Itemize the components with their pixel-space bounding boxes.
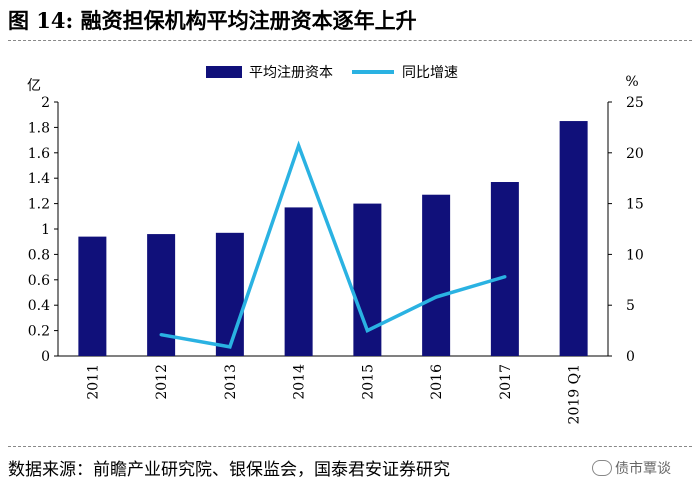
bar-2016: [422, 194, 451, 356]
right-axis-tick-label: 0: [626, 349, 635, 365]
bar-2011: [78, 236, 107, 356]
growth-rate-point-2016: [434, 295, 438, 299]
left-axis-tick-label: 1.4: [28, 171, 50, 187]
bar-2013: [215, 232, 244, 356]
bar-2019-Q1: [559, 121, 588, 356]
right-axis-tick-label: 25: [626, 95, 644, 111]
left-axis-tick-label: 0.8: [28, 247, 50, 263]
left-axis-tick-label: 1.6: [28, 146, 50, 162]
wechat-icon: [592, 460, 612, 476]
title-divider: [8, 40, 692, 41]
growth-rate-point-2012: [159, 333, 163, 337]
left-axis-tick-label: 1.2: [28, 197, 50, 213]
bar-2015: [353, 203, 382, 356]
x-axis-category-label: 2016: [429, 364, 445, 400]
x-axis-category-label: 2014: [292, 364, 308, 400]
left-axis-unit: 亿: [27, 78, 41, 94]
x-axis-category-label: 2015: [360, 364, 376, 400]
watermark: 债市覃谈: [592, 455, 671, 483]
left-axis-tick-label: 1.8: [28, 120, 50, 136]
right-axis-unit: %: [625, 74, 638, 90]
source-divider: [8, 446, 692, 447]
left-axis-tick-label: 1: [41, 222, 50, 238]
source-note: 数据来源：前瞻产业研究院、银保监会，国泰君安证券研究: [8, 460, 450, 480]
left-axis-tick-label: 0.6: [28, 273, 50, 289]
right-axis-tick-label: 5: [626, 298, 635, 314]
chart: 0 0.2 0.4 0.6 0.8 1 1.2 1.4 1.6 1.8 2亿 0 5 10 15 20 25% 2…: [27, 65, 644, 424]
figure-title: 图 14: 融资担保机构平均注册资本逐年上升: [8, 8, 417, 33]
growth-rate-point-2017: [503, 275, 507, 279]
left-axis-tick-label: 0.4: [28, 298, 50, 314]
left-axis-tick-label: 0: [41, 349, 50, 365]
right-axis-tick-label: 10: [626, 247, 644, 263]
bar-2017: [490, 182, 519, 356]
x-axis-category-label: 2012: [154, 364, 170, 400]
growth-rate-line: [160, 140, 506, 349]
legend-bar-label: 平均注册资本: [249, 65, 333, 81]
legend-bar-swatch: [206, 66, 242, 78]
legend-line-label: 同比增速: [402, 65, 458, 81]
bar-2014: [284, 207, 313, 356]
left-axis-tick-label: 2: [41, 95, 50, 111]
x-axis-category-label: 2019 Q1: [567, 364, 583, 424]
x-axis-category-label: 2011: [85, 364, 101, 400]
right-axis-tick-label: 15: [626, 197, 644, 213]
x-axis-category-label: 2017: [498, 364, 514, 400]
growth-rate-point-2015: [365, 329, 369, 333]
x-axis-category-label: 2013: [223, 364, 239, 400]
right-axis-tick-label: 20: [626, 146, 644, 162]
left-axis-tick-label: 0.2: [28, 324, 50, 340]
watermark-text: 债市覃谈: [615, 461, 671, 477]
growth-rate-point-2014: [297, 144, 301, 148]
growth-rate-point-2013: [228, 345, 232, 349]
